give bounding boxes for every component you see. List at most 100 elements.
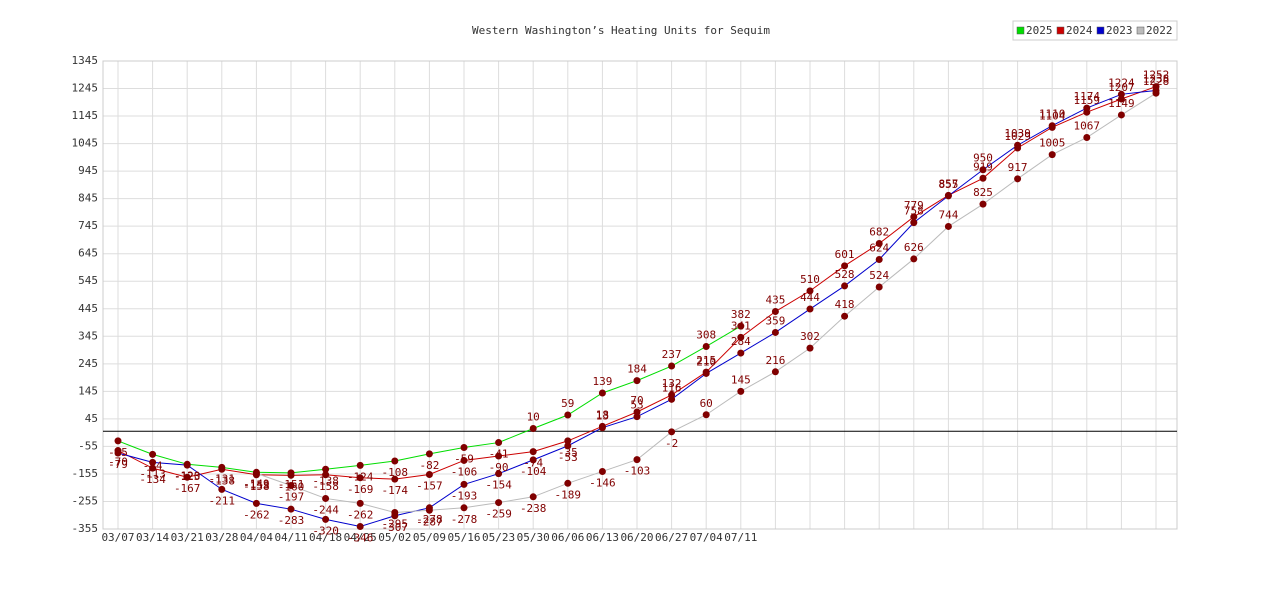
data-label: 1207 <box>1108 81 1135 94</box>
data-label: 341 <box>731 319 751 332</box>
data-label: 116 <box>662 381 682 394</box>
legend-swatch <box>1056 26 1065 35</box>
data-label: -346 <box>347 532 374 545</box>
data-point <box>356 461 364 469</box>
data-point <box>598 424 606 432</box>
legend-swatch <box>1016 26 1025 35</box>
data-point <box>114 437 122 445</box>
data-point <box>564 479 572 487</box>
data-label: -146 <box>589 476 616 489</box>
data-point <box>425 506 433 514</box>
data-label: -90 <box>489 461 509 474</box>
data-point <box>944 222 952 230</box>
data-label: -262 <box>243 508 270 521</box>
data-point <box>1048 151 1056 159</box>
data-point <box>391 457 399 465</box>
data-label: 139 <box>592 375 612 388</box>
data-label: 1174 <box>1074 90 1101 103</box>
data-label: -174 <box>382 484 409 497</box>
y-tick-label: 745 <box>78 219 98 232</box>
data-label: 1224 <box>1108 76 1135 89</box>
data-point <box>1117 90 1125 98</box>
data-label: 132 <box>662 377 682 390</box>
data-label: 444 <box>800 291 820 304</box>
plot-frame <box>102 60 1178 530</box>
data-label: 308 <box>696 328 716 341</box>
data-point <box>979 200 987 208</box>
x-tick-label: 03/21 <box>171 531 204 544</box>
data-label: -158 <box>312 480 339 493</box>
y-tick-label: -355 <box>72 522 99 535</box>
data-point <box>633 413 641 421</box>
x-tick-label: 04/04 <box>240 531 273 544</box>
data-label: 302 <box>800 330 820 343</box>
data-label: -197 <box>278 491 305 504</box>
data-point <box>460 504 468 512</box>
data-label: -278 <box>451 513 478 526</box>
data-label: -244 <box>312 503 339 516</box>
data-label: -106 <box>451 465 478 478</box>
data-label: 1110 <box>1039 108 1066 121</box>
data-label: 1149 <box>1108 97 1135 110</box>
data-point <box>529 425 537 433</box>
data-label: -53 <box>558 451 578 464</box>
x-tick-label: 07/04 <box>690 531 723 544</box>
data-point <box>702 411 710 419</box>
data-label: 528 <box>835 268 855 281</box>
legend: 2025 2024 2023 2022 <box>1012 20 1178 41</box>
data-label: 1039 <box>1004 127 1031 140</box>
data-label: -307 <box>382 521 409 534</box>
data-point <box>1014 141 1022 149</box>
data-point <box>114 449 122 457</box>
data-label: 284 <box>731 335 751 348</box>
data-label: 359 <box>765 314 785 327</box>
data-label: -134 <box>139 473 166 486</box>
data-point <box>460 480 468 488</box>
data-point <box>1117 111 1125 119</box>
data-point <box>875 255 883 263</box>
data-label: -138 <box>312 474 339 487</box>
data-label: -287 <box>416 515 443 528</box>
data-label: 10 <box>527 411 540 424</box>
x-tick-label: 04/11 <box>274 531 307 544</box>
data-point <box>737 387 745 395</box>
data-label: -211 <box>209 494 236 507</box>
data-point <box>287 471 295 479</box>
x-tick-label: 03/14 <box>136 531 169 544</box>
data-label: 184 <box>627 363 647 376</box>
data-label: 216 <box>765 354 785 367</box>
data-label: -131 <box>209 472 236 485</box>
data-point <box>425 470 433 478</box>
data-label: -104 <box>520 465 547 478</box>
data-label: 1067 <box>1074 120 1101 133</box>
data-label: -35 <box>558 446 578 459</box>
data-label: 1029 <box>1004 130 1031 143</box>
data-point <box>979 166 987 174</box>
data-label: -295 <box>382 517 409 530</box>
data-point <box>1014 175 1022 183</box>
data-point <box>910 255 918 263</box>
legend-label: 2023 <box>1106 24 1133 37</box>
data-label: -167 <box>174 482 201 495</box>
data-label: -113 <box>139 467 166 480</box>
x-tick-label: 06/27 <box>655 531 688 544</box>
data-label: -157 <box>416 479 443 492</box>
data-point <box>529 493 537 501</box>
x-tick-label: 05/30 <box>517 531 550 544</box>
legend-swatch <box>1136 26 1145 35</box>
data-point <box>218 485 226 493</box>
legend-swatch <box>1096 26 1105 35</box>
y-tick-label: -55 <box>78 439 98 452</box>
data-label: 1005 <box>1039 137 1066 150</box>
data-point <box>356 499 364 507</box>
data-label: -79 <box>108 458 128 471</box>
data-point <box>737 322 745 330</box>
data-label: 1238 <box>1143 72 1170 85</box>
data-label: 70 <box>630 394 643 407</box>
data-point <box>495 470 503 478</box>
data-label: 855 <box>938 178 958 191</box>
y-tick-label: 1045 <box>72 137 99 150</box>
data-point <box>598 467 606 475</box>
data-point <box>1083 134 1091 142</box>
x-tick-label: 03/07 <box>101 531 134 544</box>
